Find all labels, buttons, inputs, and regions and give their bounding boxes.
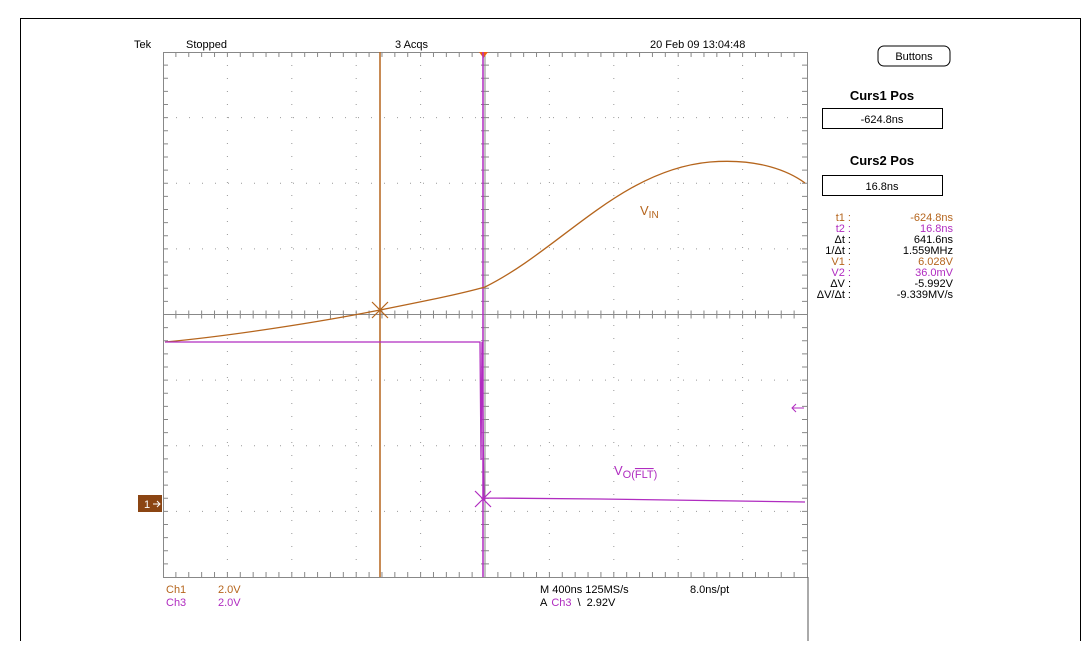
resolution: 8.0ns/pt <box>690 584 729 596</box>
datetime: 20 Feb 09 13:04:48 <box>650 39 745 51</box>
readout-label: t2 : <box>836 223 851 235</box>
readout-label: V1 : <box>831 256 851 268</box>
vin-label: VIN <box>640 203 659 221</box>
ch3-offscreen-marker <box>791 403 804 413</box>
cursor-2-cross <box>474 490 492 508</box>
ch1-marker-label: 1 <box>144 499 150 511</box>
ch1-scale: 2.0V <box>218 584 241 596</box>
readout-label: ΔV/Δt : <box>817 289 851 301</box>
buttons-button[interactable] <box>877 45 951 67</box>
readout-value: 16.8ns <box>920 223 954 235</box>
brand: Tek <box>134 39 152 51</box>
ch1-marker-arrow <box>153 500 161 508</box>
buttons-label[interactable]: Buttons <box>895 51 933 63</box>
cursor-readouts: t1 : -624.8ns t2 : 16.8ns Δt : 641.6ns 1/Δt : 1… <box>817 212 954 301</box>
readout-value: 6.028V <box>918 256 954 268</box>
trigger-slope: \ <box>578 597 582 609</box>
ch1-ground-marker <box>138 495 162 512</box>
readout-label: Δt : <box>834 234 851 246</box>
curs1-title: Curs1 Pos <box>850 88 914 103</box>
curs2-title: Curs2 Pos <box>850 153 914 168</box>
curs2-box <box>822 175 943 196</box>
vo-label: VO(FLT) <box>614 463 657 481</box>
vo-over: FLT <box>635 469 654 481</box>
acq-state: Stopped <box>186 39 227 51</box>
readout-label: 1/Δt : <box>825 245 851 257</box>
trigger-level: 2.92V <box>587 597 616 609</box>
curs1-box <box>822 108 943 129</box>
readout-value: 641.6ns <box>914 234 954 246</box>
ch1-trace <box>164 160 806 343</box>
ch3-name: Ch3 <box>166 597 186 609</box>
curs1-value: -624.8ns <box>861 114 904 126</box>
readout-value: 36.0mV <box>915 267 954 279</box>
vo-end: ) <box>654 469 658 481</box>
acq-count: 3 Acqs <box>395 39 429 51</box>
vin-sub: IN <box>649 210 659 221</box>
vin-main: V <box>640 203 649 218</box>
cursor-1-cross <box>371 301 389 319</box>
ch3-trace <box>165 341 806 503</box>
curs2-value: 16.8ns <box>865 181 899 193</box>
timebase: M 400ns 125MS/s <box>540 584 629 596</box>
trigger-source: Ch3 <box>551 597 571 609</box>
readout-label: ΔV : <box>830 278 851 290</box>
vo-sub: O( <box>623 469 636 481</box>
ch1-name: Ch1 <box>166 584 186 596</box>
readout-label: t1 : <box>836 212 851 224</box>
readout-value: -5.992V <box>914 278 953 290</box>
ch3-scale: 2.0V <box>218 597 241 609</box>
trigger-line: A Ch3 \ 2.92V <box>540 597 616 609</box>
trigger-a: A <box>540 597 548 609</box>
vo-main: V <box>614 463 623 478</box>
figure-frame <box>20 18 1081 646</box>
readout-value: -9.339MV/s <box>897 289 954 301</box>
readout-value: 1.559MHz <box>903 245 953 257</box>
readout-value: -624.8ns <box>910 212 953 224</box>
readout-label: V2 : <box>831 267 851 279</box>
